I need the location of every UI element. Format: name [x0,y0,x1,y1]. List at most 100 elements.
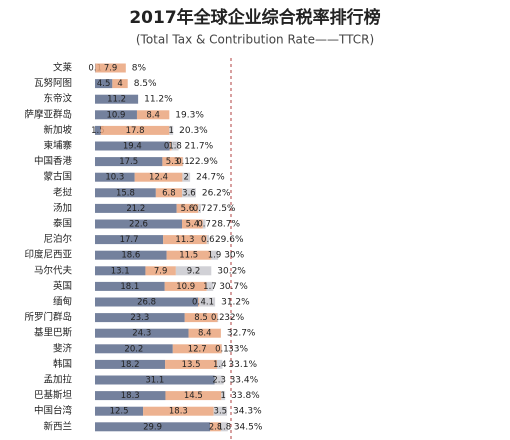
bar-segment [95,344,173,354]
segment-label: 21.2 [126,204,145,214]
segment-label: 0.1 [176,157,190,167]
bar-segment [165,391,222,401]
bar-segment [164,281,207,291]
bar-segment [95,406,144,416]
segment-label: 14.5 [184,391,203,401]
bar-segment [184,313,218,323]
bar-segment [198,203,201,213]
category-label: 东帝汶 [43,93,72,105]
segment-label: 11.2 [107,95,126,105]
segment-label: 17.5 [119,157,138,167]
bar-segment [155,188,183,198]
segment-label: 8.5 [194,313,208,323]
segment-label: 17.7 [120,235,139,245]
segment-label: 6.8 [162,188,176,198]
segment-label: 12.4 [149,173,168,183]
segment-label: 4.1 [200,298,214,308]
category-label: 基里巴斯 [34,327,73,339]
segment-label: 10.9 [176,282,195,292]
bar-segment [210,422,221,432]
bar-segment [95,328,189,338]
bar-segment [188,328,221,338]
segment-label: 11.3 [175,235,194,245]
category-label: 孟加拉 [43,374,72,386]
bar-segment [182,219,203,229]
total-label: 34.3% [233,407,262,417]
bar-segment [95,79,113,89]
segment-label: 8.4 [198,329,212,339]
bar-segment [221,391,226,401]
segment-label: 29.9 [143,422,162,432]
total-label: 30% [224,251,244,261]
total-label: 33.1% [228,360,257,370]
segment-label: 12.5 [110,407,129,417]
segment-label: 7.9 [104,64,118,74]
bar-segment [172,344,222,354]
segment-label: 18.6 [121,251,140,261]
segment-label: 15.8 [116,188,135,198]
segment-label: 10.9 [107,110,126,120]
total-label: 8% [132,64,147,74]
total-label: 34.5% [234,422,263,432]
category-label: 泰国 [53,218,72,230]
segment-label: 0.7 [193,204,207,214]
bar-segment [95,359,166,369]
bar-segment [206,235,209,245]
category-label: 尼泊尔 [43,233,72,245]
segment-label: 3.5 [214,407,228,417]
segment-label: 1.9 [208,251,222,261]
bar-segment [95,203,177,213]
bar-segment [217,359,223,369]
bar-segment [134,172,183,182]
bar-segment [112,79,128,89]
segment-label: 24.3 [132,329,151,339]
category-label: 马尔代夫 [34,264,73,276]
total-label: 28.7% [211,220,240,230]
segment-label: 5.4 [186,220,200,230]
category-label: 萨摩亚群岛 [24,108,72,120]
bar-segment [175,266,212,276]
segment-label: 0.7 [197,220,211,230]
chart-title: 2017年全球企业综合税率排行榜 [129,7,380,28]
total-label: 19.3% [175,110,204,120]
segment-label: 23.3 [130,313,149,323]
bar-segment [95,250,167,260]
bar-segment [198,297,200,307]
bar-segment [213,406,228,416]
segment-label: 4 [117,79,122,89]
total-label: 26.2% [202,188,231,198]
category-label: 巴基斯坦 [34,389,73,401]
bar-segment [100,125,170,135]
segment-label: 1.8 [168,142,182,152]
bar-segment [95,391,166,401]
total-label: 31.2% [221,298,250,308]
total-label: 27.5% [207,204,236,214]
segment-label: 2.8 [209,422,223,432]
segment-label: 0.3 [192,298,206,308]
total-label: 21.7% [185,142,214,152]
segment-label: 0.1 [88,64,102,74]
segment-label: 19.4 [123,142,142,152]
segment-label: 18.3 [121,391,140,401]
bar-segment [206,281,214,291]
bar-segment [220,422,228,432]
bar-segment [199,297,216,307]
segment-label: 4.5 [97,79,111,89]
category-label: 瓦努阿图 [34,77,72,89]
category-label: 所罗门群岛 [24,311,72,323]
bar-segment [95,141,170,151]
total-label: 33.8% [231,391,260,401]
total-label: 30.7% [219,282,248,292]
segment-label: 1.8 [218,422,232,432]
bar-segment [136,110,170,120]
bar-segment [165,359,218,369]
bar-segment [166,250,211,260]
bar-segment [169,141,172,151]
bar-segment [95,188,156,198]
total-label: 22.9% [189,157,218,167]
category-label: 缅甸 [53,296,72,308]
segment-label: 5.6 [181,204,195,214]
segment-label: 7.9 [154,266,168,276]
segment-label: 1.5 [91,126,105,136]
segment-label: 26.8 [137,298,156,308]
